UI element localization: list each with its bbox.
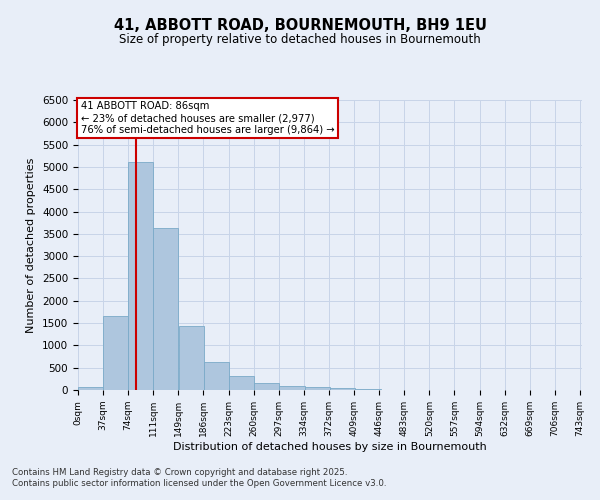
Text: Contains HM Land Registry data © Crown copyright and database right 2025.
Contai: Contains HM Land Registry data © Crown c…	[12, 468, 386, 487]
Text: Size of property relative to detached houses in Bournemouth: Size of property relative to detached ho…	[119, 32, 481, 46]
X-axis label: Distribution of detached houses by size in Bournemouth: Distribution of detached houses by size …	[173, 442, 487, 452]
Bar	[229, 376, 254, 390]
Bar	[179, 326, 204, 390]
Bar	[305, 386, 329, 390]
Bar	[153, 228, 178, 390]
Bar	[78, 386, 103, 390]
Bar	[254, 383, 280, 390]
Bar	[331, 388, 355, 390]
Bar	[204, 362, 229, 390]
Bar	[355, 388, 380, 390]
Bar	[280, 386, 305, 390]
Bar	[103, 316, 128, 390]
Bar	[128, 162, 153, 390]
Text: 41 ABBOTT ROAD: 86sqm
← 23% of detached houses are smaller (2,977)
76% of semi-d: 41 ABBOTT ROAD: 86sqm ← 23% of detached …	[80, 102, 334, 134]
Y-axis label: Number of detached properties: Number of detached properties	[26, 158, 37, 332]
Text: 41, ABBOTT ROAD, BOURNEMOUTH, BH9 1EU: 41, ABBOTT ROAD, BOURNEMOUTH, BH9 1EU	[113, 18, 487, 32]
